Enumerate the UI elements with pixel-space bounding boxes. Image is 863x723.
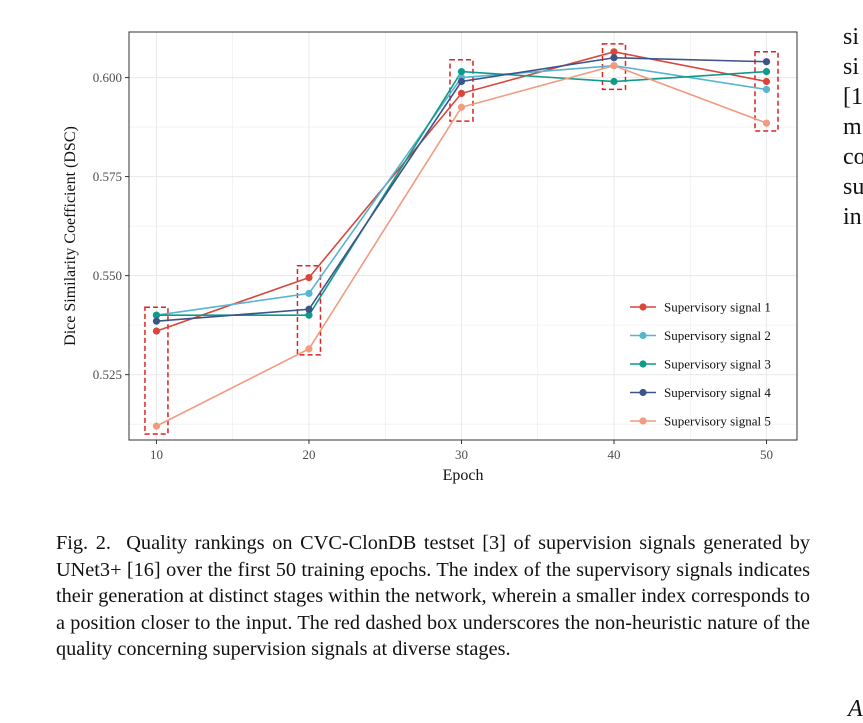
side-text-line: co — [843, 144, 863, 170]
legend-label: Supervisory signal 5 — [664, 414, 771, 429]
legend-label: Supervisory signal 3 — [664, 357, 771, 372]
figure: 10 20 30 40 50 0.525 0.550 0.575 0.600 Superviso… — [62, 31, 798, 484]
side-text-line: si — [843, 24, 860, 50]
data-point — [457, 103, 466, 111]
data-point — [152, 422, 161, 430]
data-point — [610, 54, 618, 62]
grid — [129, 32, 797, 440]
side-text-line: si — [843, 54, 860, 80]
highlight-box — [144, 306, 169, 435]
data-point — [762, 119, 771, 127]
data-point — [305, 273, 313, 282]
legend: Supervisory signal 1 Supervisory signal 2… — [630, 300, 771, 429]
x-axis-title: Epoch — [443, 467, 484, 484]
data-point — [762, 68, 771, 76]
data-point — [305, 311, 313, 319]
x-tick-label: 20 — [302, 447, 315, 462]
side-text-line: su — [843, 174, 863, 200]
plot-panel-border — [128, 31, 798, 441]
legend-label: Supervisory signal 2 — [664, 328, 771, 343]
data-point — [457, 89, 466, 97]
data-point — [457, 77, 466, 86]
x-tick-label: 30 — [455, 447, 468, 462]
side-column-text: si si [1 m co su in — [843, 22, 863, 232]
legend-key-point — [639, 303, 647, 311]
y-tick-label: 0.550 — [93, 268, 122, 283]
x-tick-label: 10 — [150, 447, 163, 462]
legend-label: Supervisory signal 1 — [664, 300, 771, 315]
x-tick-label: 40 — [607, 447, 620, 462]
y-tick-label: 0.575 — [93, 169, 122, 184]
data-point — [762, 77, 771, 86]
data-point — [610, 77, 618, 86]
series-lines — [152, 48, 771, 430]
dsc-line-chart: 10 20 30 40 50 0.525 0.550 0.575 0.600 Superviso… — [62, 31, 798, 484]
highlight-box — [754, 51, 779, 132]
y-tick-label: 0.600 — [93, 70, 122, 85]
data-point — [610, 48, 618, 56]
legend-key-point — [639, 360, 647, 368]
corner-text: A — [848, 696, 863, 722]
data-point — [762, 58, 771, 66]
data-point — [305, 305, 313, 313]
legend-key-point — [639, 417, 647, 425]
data-point — [152, 317, 161, 325]
legend-label: Supervisory signal 4 — [664, 385, 771, 400]
legend-key-point — [639, 331, 647, 340]
data-point — [762, 85, 771, 94]
data-point — [457, 68, 466, 76]
data-point — [152, 311, 161, 319]
legend-key-point — [639, 388, 647, 397]
side-text-line: in — [843, 204, 862, 230]
y-axis-title: Dice Similarity Coefficient (DSC) — [62, 126, 79, 346]
figure-caption: Fig. 2. Quality rankings on CVC-ClonDB t… — [56, 530, 810, 663]
data-point — [305, 289, 313, 298]
x-tick-label: 50 — [760, 447, 773, 462]
caption-label: Fig. 2. — [56, 532, 111, 554]
caption-text: Quality rankings on CVC-ClonDB testset [… — [56, 532, 810, 660]
axes: 10 20 30 40 50 0.525 0.550 0.575 0.600 — [93, 70, 773, 462]
side-text-line: m — [843, 114, 862, 140]
y-tick-label: 0.525 — [93, 367, 122, 382]
data-point — [152, 327, 161, 335]
side-text-line: [1 — [843, 84, 863, 110]
data-point — [610, 62, 618, 70]
data-point — [305, 345, 313, 353]
